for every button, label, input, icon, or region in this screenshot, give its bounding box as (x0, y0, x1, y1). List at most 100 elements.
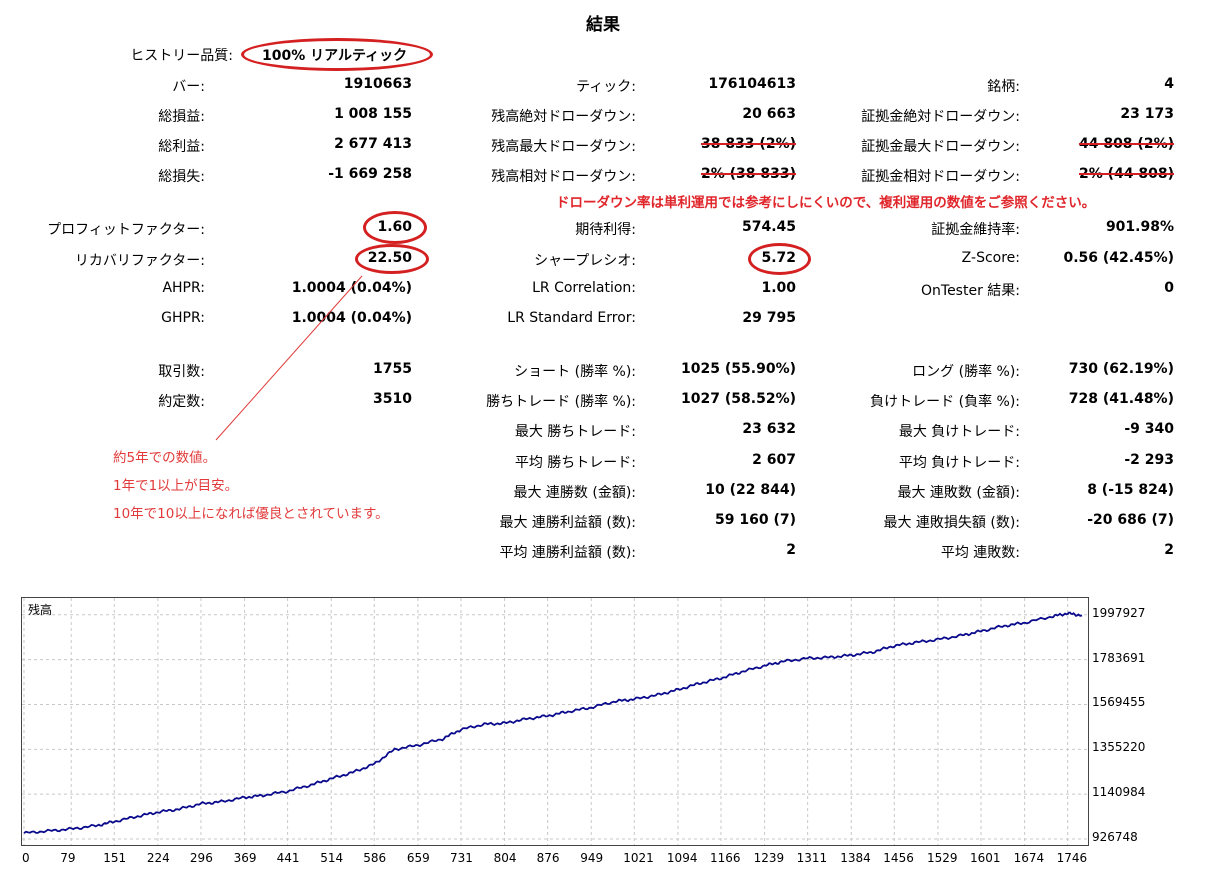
stat-value-deals: 3510 (373, 391, 412, 407)
stat-label-ontester: OnTester 結果: (921, 283, 1020, 299)
x-tick-label: 224 (146, 851, 170, 865)
stat-value-bal-max-dd: 38 833 (2%) (700, 136, 796, 152)
balance-chart-label: 残高 (28, 603, 53, 617)
stat-value-bal-abs-dd: 20 663 (742, 106, 796, 122)
history-quality-label: ヒストリー品質: (130, 48, 233, 64)
sharpe-highlight (748, 243, 811, 275)
drawdown-note: ドローダウン率は単利運用では参考にしにくいので、複利運用の数値をご参照ください。 (556, 195, 1096, 211)
stat-label-symbols: 銘柄: (987, 79, 1020, 95)
x-tick-label: 1094 (666, 851, 698, 865)
x-tick-label: 586 (363, 851, 387, 865)
stat-value-ontester: 0 (1164, 280, 1174, 296)
stat-label-long: ロング (勝率 %): (912, 364, 1020, 380)
profit-factor-highlight (363, 211, 427, 244)
stat-value-lr-corr: 1.00 (761, 280, 796, 296)
stat-label-deals: 約定数: (158, 394, 205, 410)
stat-value-eq-max-dd: 44 808 (2%) (1078, 136, 1174, 152)
stat-label-max-loss: 最大 負けトレード: (898, 424, 1020, 440)
stat-value-symbols: 4 (1164, 76, 1174, 92)
stat-value-eq-rel-dd: 2% (44 808) (1078, 166, 1174, 182)
stat-value-avg-cons-wins: 2 (786, 542, 796, 558)
stat-label-trades: 取引数: (158, 364, 205, 380)
recovery-factor-highlight (355, 244, 429, 274)
y-tick-label: 1783691 (1092, 650, 1146, 665)
stat-label-bal-max-dd: 残高最大ドローダウン: (491, 139, 636, 155)
balance-chart: 残高 (21, 597, 1089, 846)
stat-label-eq-abs-dd: 証拠金絶対ドローダウン: (861, 109, 1020, 125)
stat-value-max-cons-losses: 8 (-15 824) (1087, 482, 1174, 498)
x-tick-label: 1021 (623, 851, 654, 865)
stat-label-avg-win: 平均 勝ちトレード: (514, 455, 636, 471)
stat-value-short: 1025 (55.90%) (681, 361, 796, 377)
stat-value-gross-profit: 2 677 413 (334, 136, 412, 152)
annotation-line-3: 10年で10以上になれば優良とされています。 (113, 506, 389, 522)
stat-value-eq-abs-dd: 23 173 (1120, 106, 1174, 122)
balance-series-line (23, 611, 1083, 834)
stat-value-ticks: 176104613 (708, 76, 796, 92)
stat-label-short: ショート (勝率 %): (514, 364, 636, 380)
x-tick-label: 79 (60, 851, 76, 865)
stat-label-win-trades: 勝ちトレード (勝率 %): (486, 394, 636, 410)
stat-label-recovery-factor: リカバリファクター: (74, 253, 205, 269)
page-title: 結果 (586, 15, 620, 35)
x-tick-label: 369 (233, 851, 257, 865)
stat-value-margin-level: 901.98% (1105, 219, 1174, 235)
x-tick-label: 151 (103, 851, 127, 865)
stat-label-net-profit: 総損益: (158, 109, 205, 125)
x-tick-label: 1674 (1013, 851, 1045, 865)
stat-label-ghpr: GHPR: (161, 310, 205, 326)
stat-label-expected-payoff: 期待利得: (575, 222, 636, 238)
x-tick-label: 1529 (926, 851, 958, 865)
stat-value-trades: 1755 (373, 361, 412, 377)
balance-chart-plot (22, 598, 1088, 845)
stat-label-sharpe: シャープレシオ: (534, 253, 636, 269)
stat-label-margin-level: 証拠金維持率: (931, 222, 1020, 238)
x-tick-label: 441 (276, 851, 300, 865)
x-tick-label: 296 (189, 851, 213, 865)
x-tick-label: 949 (580, 851, 604, 865)
stat-label-ticks: ティック: (576, 79, 636, 95)
y-tick-label: 1997927 (1092, 605, 1146, 620)
x-tick-label: 0 (22, 851, 30, 865)
stat-value-gross-loss: -1 669 258 (328, 166, 412, 182)
stat-value-avg-win: 2 607 (752, 452, 796, 468)
y-tick-label: 1355220 (1092, 740, 1146, 755)
stat-label-lr-corr: LR Correlation: (532, 280, 636, 296)
stat-label-max-cons-profit: 最大 連勝利益額 (数): (499, 515, 636, 531)
stat-label-bars: バー: (172, 79, 205, 95)
stat-value-avg-cons-losses: 2 (1164, 542, 1174, 558)
stat-value-net-profit: 1 008 155 (334, 106, 412, 122)
stat-label-ahpr: AHPR: (162, 280, 205, 296)
stat-label-bal-abs-dd: 残高絶対ドローダウン: (491, 109, 636, 125)
x-tick-label: 1384 (840, 851, 871, 865)
stat-label-max-cons-wins: 最大 連勝数 (金額): (513, 485, 636, 501)
history-quality-highlight (241, 38, 433, 71)
stat-value-loss-trades: 728 (41.48%) (1068, 391, 1174, 407)
stat-value-expected-payoff: 574.45 (741, 219, 796, 235)
x-tick-label: 804 (493, 851, 517, 865)
stat-value-win-trades: 1027 (58.52%) (681, 391, 796, 407)
stat-label-eq-rel-dd: 証拠金相対ドローダウン: (861, 169, 1020, 185)
stat-label-lr-se: LR Standard Error: (507, 310, 636, 326)
stat-value-lr-se: 29 795 (742, 310, 796, 326)
stat-label-zscore: Z-Score: (961, 250, 1020, 266)
stat-label-loss-trades: 負けトレード (負率 %): (870, 394, 1020, 410)
stat-value-max-cons-loss: -20 686 (7) (1087, 512, 1174, 528)
stat-value-max-cons-profit: 59 160 (7) (715, 512, 796, 528)
stat-label-max-cons-loss: 最大 連敗損失額 (数): (883, 515, 1020, 531)
stat-value-bars: 1910663 (343, 76, 412, 92)
x-tick-label: 1166 (709, 851, 741, 865)
x-tick-label: 1239 (753, 851, 785, 865)
stat-label-avg-cons-losses: 平均 連敗数: (940, 545, 1020, 561)
stat-label-gross-loss: 総損失: (158, 169, 205, 185)
x-tick-label: 876 (536, 851, 560, 865)
y-tick-label: 926748 (1092, 830, 1138, 844)
annotation-line-2: 1年で1以上が目安。 (113, 478, 239, 494)
y-tick-label: 1140984 (1092, 785, 1146, 800)
stat-value-bal-rel-dd: 2% (38 833) (700, 166, 796, 182)
stat-value-ghpr: 1.0004 (0.04%) (291, 310, 412, 326)
stat-value-max-win: 23 632 (742, 421, 796, 437)
annotation-line-1: 約5年での数値。 (113, 450, 217, 466)
stat-value-long: 730 (62.19%) (1068, 361, 1174, 377)
